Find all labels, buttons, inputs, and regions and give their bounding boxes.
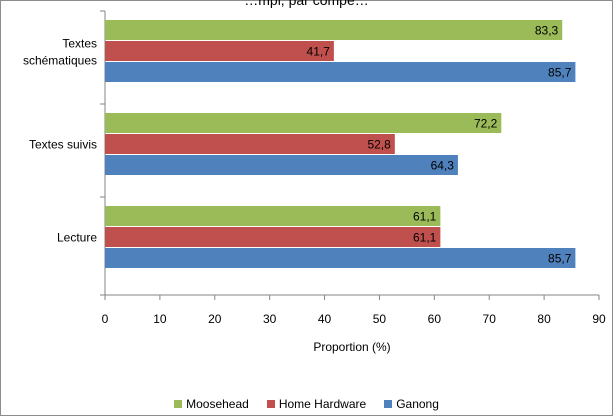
bar-home-hardware <box>105 227 441 247</box>
data-label: 61,1 <box>413 231 437 245</box>
data-label: 52,8 <box>367 138 391 152</box>
bar-moosehead <box>105 206 441 226</box>
x-tick-label: 70 <box>483 312 497 326</box>
data-label: 85,7 <box>548 252 572 266</box>
y-tick-label: Lecture <box>57 231 97 245</box>
x-tick-label: 0 <box>102 312 109 326</box>
x-tick-label: 60 <box>428 312 442 326</box>
data-label: 85,7 <box>548 66 572 80</box>
legend-label: Moosehead <box>186 397 249 411</box>
bar-moosehead <box>105 20 563 40</box>
x-tick-label: 50 <box>373 312 387 326</box>
legend-item: Moosehead <box>174 397 249 411</box>
y-tick-label: Textes suivis <box>29 138 97 152</box>
bar-ganong <box>105 248 576 268</box>
bar-moosehead <box>105 113 502 133</box>
data-label: 64,3 <box>431 159 455 173</box>
x-tick-label: 20 <box>208 312 222 326</box>
legend-label: Ganong <box>396 397 439 411</box>
x-tick-label: 30 <box>263 312 277 326</box>
x-axis-title: Proportion (%) <box>313 340 390 354</box>
data-label: 72,2 <box>474 117 498 131</box>
data-label: 83,3 <box>535 24 559 38</box>
legend-item: Ganong <box>384 397 439 411</box>
y-tick-label: Textes schématiques <box>23 37 97 68</box>
bar-home-hardware <box>105 41 334 61</box>
legend-swatch <box>266 400 275 408</box>
legend-label: Home Hardware <box>278 397 367 411</box>
legend-item: Home Hardware <box>266 397 367 411</box>
legend: Moosehead Home Hardware Ganong <box>1 397 612 411</box>
chart-title: …mpl, par compé… <box>244 0 369 8</box>
x-tick-label: 10 <box>153 312 167 326</box>
x-tick-label: 40 <box>318 312 332 326</box>
legend-swatch <box>174 400 183 408</box>
x-tick-label: 90 <box>592 312 606 326</box>
data-label: 41,7 <box>307 45 331 59</box>
x-tick-label: 80 <box>537 312 551 326</box>
legend-swatch <box>384 400 393 408</box>
bar-ganong <box>105 155 458 175</box>
bar-home-hardware <box>105 134 395 154</box>
bar-ganong <box>105 62 576 82</box>
data-label: 61,1 <box>413 210 437 224</box>
